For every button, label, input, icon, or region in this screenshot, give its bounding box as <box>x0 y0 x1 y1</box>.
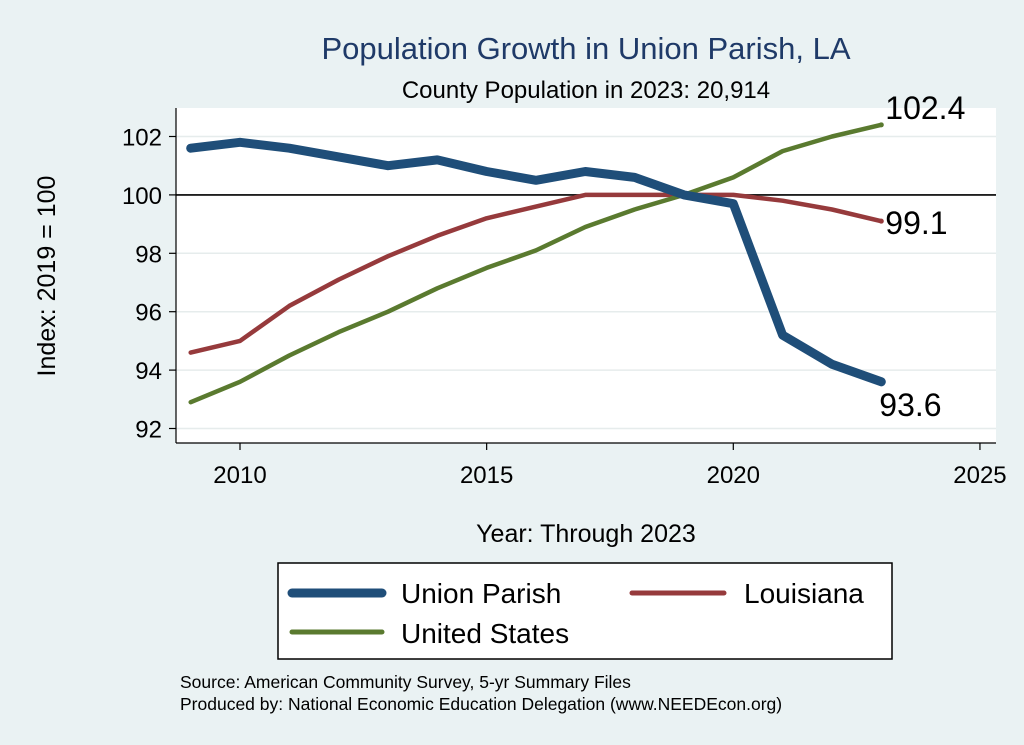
x-axis-label: Year: Through 2023 <box>476 520 696 548</box>
y-tick-label-92: 92 <box>135 417 162 444</box>
series-line-union-parish <box>186 137 886 387</box>
end-point-united-states <box>878 122 884 128</box>
x-tick-label-2015: 2015 <box>460 462 513 489</box>
end-label-union-parish: 93.6 <box>879 387 941 423</box>
end-label-louisiana: 99.1 <box>885 205 947 241</box>
x-axis: 2010 2015 2020 2025 <box>213 443 1007 489</box>
legend-label-united-states: United States <box>401 618 569 649</box>
chart-title: Population Growth in Union Parish, LA <box>321 31 850 66</box>
end-point-louisiana <box>878 218 884 224</box>
end-point-union-parish <box>878 379 884 385</box>
y-tick-label-98: 98 <box>135 241 162 268</box>
chart-subtitle: County Population in 2023: 20,914 <box>402 77 770 104</box>
source-note: Source: American Community Survey, 5-yr … <box>180 672 631 692</box>
y-axis: 92 94 96 98 100 102 <box>122 125 176 444</box>
y-axis-label: Index: 2019 = 100 <box>33 176 61 377</box>
y-tick-label-96: 96 <box>135 300 162 327</box>
produced-by-note: Produced by: National Economic Education… <box>180 694 782 714</box>
series-lines <box>186 122 886 405</box>
x-tick-label-2025: 2025 <box>953 462 1006 489</box>
end-label-united-states: 102.4 <box>885 90 965 126</box>
series-line-united-states <box>188 122 884 405</box>
x-tick-label-2020: 2020 <box>707 462 760 489</box>
legend-box <box>277 562 893 660</box>
y-tick-label-94: 94 <box>135 358 162 385</box>
y-tick-label-100: 100 <box>122 183 162 210</box>
legend-label-louisiana: Louisiana <box>744 578 864 609</box>
legend: Union Parish Louisiana United States <box>277 562 893 660</box>
y-tick-label-102: 102 <box>122 125 162 152</box>
x-tick-label-2010: 2010 <box>213 462 266 489</box>
end-labels: 93.6 99.1 102.4 <box>879 90 965 423</box>
plot-area <box>176 108 996 443</box>
legend-label-union-parish: Union Parish <box>401 578 561 609</box>
series-line-louisiana <box>188 192 884 355</box>
legend-items: Union Parish Louisiana United States <box>287 578 864 649</box>
